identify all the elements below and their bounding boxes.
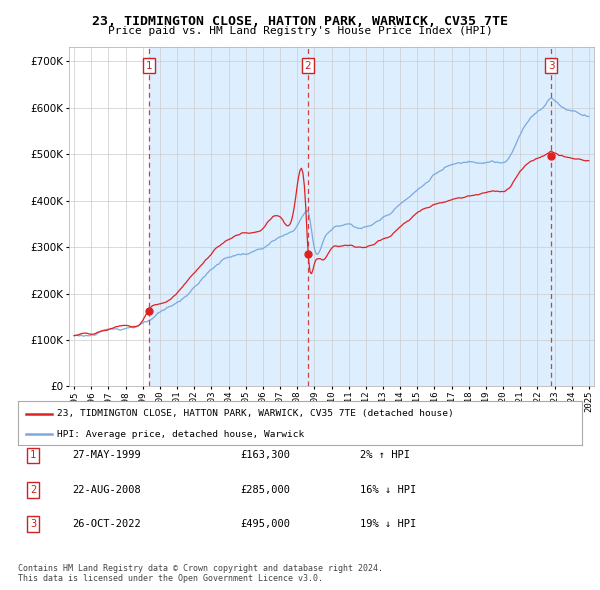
Bar (149, 47, 308, 386)
Text: £495,000: £495,000 (240, 519, 290, 529)
Text: 22-AUG-2008: 22-AUG-2008 (72, 485, 141, 494)
Text: 1: 1 (146, 61, 152, 71)
Bar (551, 47, 594, 386)
Text: 2: 2 (305, 61, 311, 71)
Text: 2: 2 (30, 485, 36, 494)
Text: 26-OCT-2022: 26-OCT-2022 (72, 519, 141, 529)
Text: 1: 1 (30, 451, 36, 460)
Bar (308, 47, 551, 386)
Text: 23, TIDMINGTON CLOSE, HATTON PARK, WARWICK, CV35 7TE: 23, TIDMINGTON CLOSE, HATTON PARK, WARWI… (92, 15, 508, 28)
Text: HPI: Average price, detached house, Warwick: HPI: Average price, detached house, Warw… (58, 430, 305, 439)
Text: £163,300: £163,300 (240, 451, 290, 460)
Text: 19% ↓ HPI: 19% ↓ HPI (360, 519, 416, 529)
Text: 23, TIDMINGTON CLOSE, HATTON PARK, WARWICK, CV35 7TE (detached house): 23, TIDMINGTON CLOSE, HATTON PARK, WARWI… (58, 409, 454, 418)
Text: Contains HM Land Registry data © Crown copyright and database right 2024.
This d: Contains HM Land Registry data © Crown c… (18, 563, 383, 583)
Text: 2% ↑ HPI: 2% ↑ HPI (360, 451, 410, 460)
Text: 27-MAY-1999: 27-MAY-1999 (72, 451, 141, 460)
Text: Price paid vs. HM Land Registry's House Price Index (HPI): Price paid vs. HM Land Registry's House … (107, 26, 493, 36)
Text: £285,000: £285,000 (240, 485, 290, 494)
Text: 16% ↓ HPI: 16% ↓ HPI (360, 485, 416, 494)
Text: 3: 3 (30, 519, 36, 529)
Text: 3: 3 (548, 61, 554, 71)
